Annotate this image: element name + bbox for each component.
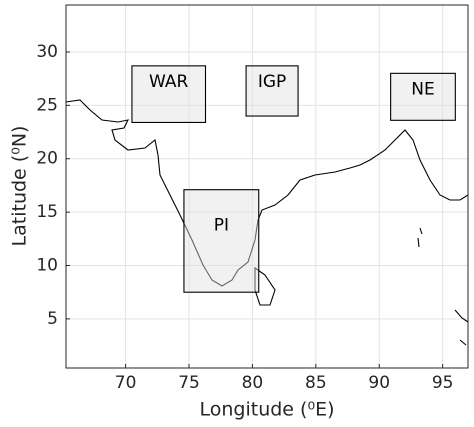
x-tick-label: 80 xyxy=(242,373,264,393)
x-axis-label: Longitude (⁰E) xyxy=(200,399,335,421)
grid xyxy=(66,5,468,368)
coastline-southeast xyxy=(454,309,469,346)
x-tick-label: 75 xyxy=(178,373,200,393)
region-label: NE xyxy=(411,79,434,99)
y-tick-label: 5 xyxy=(47,309,58,329)
region-label: WAR xyxy=(149,72,189,92)
region-box xyxy=(131,65,207,123)
coastline-sri-lanka xyxy=(254,266,276,306)
y-axis-label: Latitude (⁰N) xyxy=(9,126,31,247)
y-tick-label: 15 xyxy=(36,202,58,222)
y-tick-label: 20 xyxy=(36,149,58,169)
coastline-india xyxy=(65,99,469,287)
regions: WAR IGP NE PI xyxy=(131,65,456,293)
plot-frame xyxy=(65,4,469,369)
region-label: IGP xyxy=(258,72,286,92)
region-box xyxy=(390,72,456,121)
region-box xyxy=(245,65,299,117)
x-tick-label: 90 xyxy=(368,373,390,393)
y-tick-label: 10 xyxy=(36,256,58,276)
x-tick-label: 95 xyxy=(432,373,454,393)
y-tick-label: 25 xyxy=(36,95,58,115)
y-tick-label: 30 xyxy=(36,42,58,62)
coastline xyxy=(65,99,469,346)
region-label: PI xyxy=(214,216,229,236)
coastline-islands xyxy=(417,227,423,248)
region-box xyxy=(183,189,260,293)
x-tick-label: 85 xyxy=(305,373,327,393)
x-tick-label: 70 xyxy=(115,373,137,393)
